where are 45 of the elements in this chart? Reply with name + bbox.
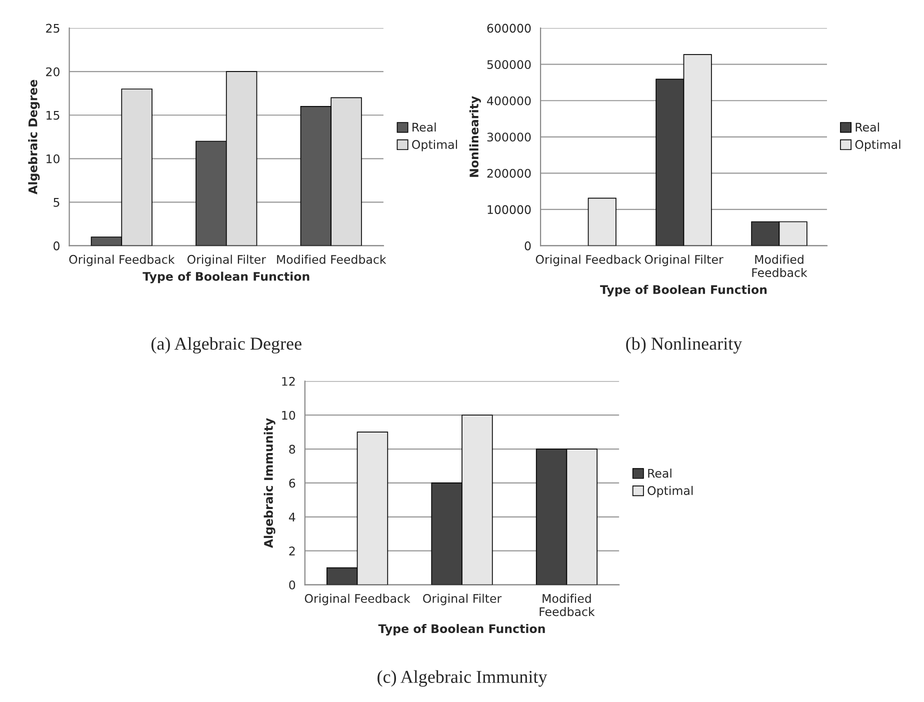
- y-tick-label: 12: [282, 376, 295, 386]
- y-tick-label: 6: [289, 478, 296, 488]
- y-tick-label: 5: [54, 198, 60, 207]
- y-tick-label: 25: [46, 24, 60, 33]
- x-tick-label: Original Feedback: [304, 594, 410, 606]
- y-tick-label: 0: [289, 580, 296, 590]
- y-tick-label: 10: [282, 410, 296, 420]
- y-axis-title: Nonlinearity: [469, 96, 481, 177]
- y-tick-label: 200000: [487, 168, 531, 178]
- y-tick-label: 10: [46, 154, 60, 164]
- legend-label: Optimal: [412, 140, 457, 152]
- x-tick-label: Original Feedback: [536, 254, 642, 266]
- x-tick-label: Original Filter: [423, 594, 502, 606]
- y-tick-label: 4: [288, 512, 296, 522]
- bar: [588, 198, 616, 246]
- x-tick-label: Original Feedback: [69, 254, 175, 266]
- y-tick-label: 400000: [487, 96, 531, 106]
- x-tick-label: Modified Feedback: [540, 594, 595, 616]
- x-tick-label: Modified Feedback: [752, 254, 808, 278]
- legend-label: Optimal: [855, 140, 900, 152]
- x-tick-label: Modified Feedback: [277, 254, 386, 264]
- y-tick-label: 0: [524, 241, 531, 250]
- legend-label: Real: [856, 122, 879, 132]
- y-tick-label: 500000: [487, 60, 531, 70]
- y-tick-label: 600000: [487, 24, 531, 33]
- text: (a) Algebraic Degree: [151, 337, 302, 354]
- x-tick-label: Original Filter: [187, 254, 266, 266]
- legend-label: Real: [648, 468, 672, 478]
- y-tick-label: 100000: [488, 205, 531, 214]
- y-tick-label: 8: [289, 444, 296, 454]
- y-tick-label: 20: [46, 67, 60, 76]
- y-tick-label: 2: [289, 546, 295, 556]
- y-axis-title: Algebraic Immunity: [264, 418, 276, 548]
- legend-label: Optimal: [648, 486, 693, 498]
- y-tick-label: 15: [46, 111, 60, 120]
- y-tick-label: 0: [54, 241, 60, 250]
- y-tick-label: 300000: [487, 132, 531, 142]
- text: (c) Algebraic Immunity: [378, 670, 548, 687]
- y-axis-title: Algebraic Degree: [28, 80, 40, 194]
- x-axis-title: Type of Boolean Function: [378, 624, 545, 636]
- x-tick-label: Original Filter: [644, 254, 724, 266]
- legend-label: Real: [412, 122, 436, 132]
- x-axis-title: Type of Boolean Function: [600, 284, 767, 296]
- x-axis-title: Type of Boolean Function: [142, 272, 310, 284]
- text: (b) Nonlinearity: [626, 337, 742, 354]
